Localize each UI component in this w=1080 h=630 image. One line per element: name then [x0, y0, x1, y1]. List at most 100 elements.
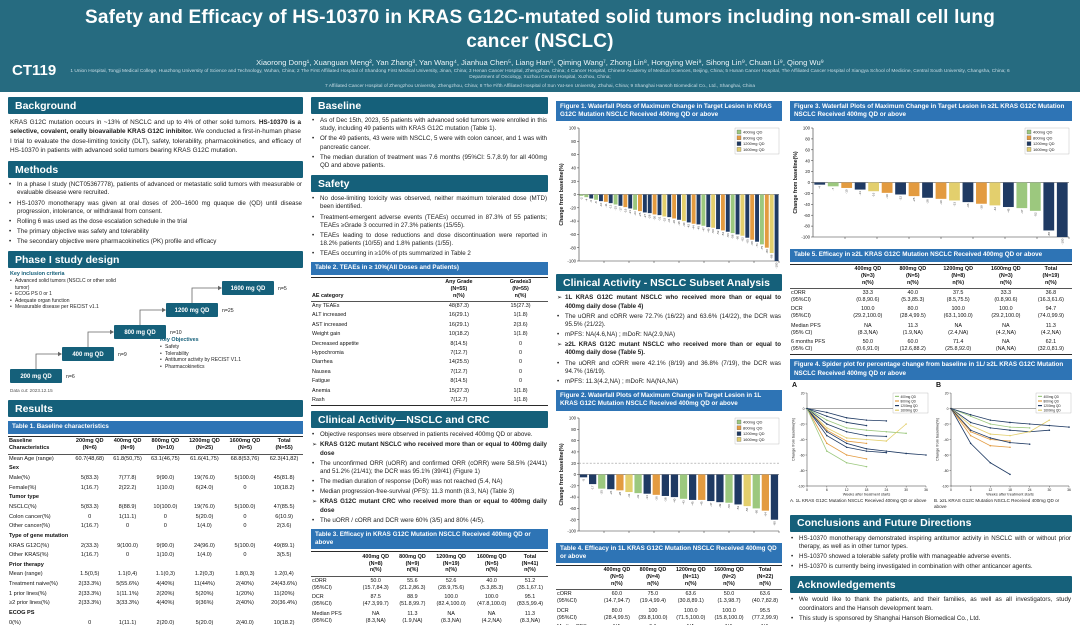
table-group-cell: Tumor type [9, 494, 40, 501]
table-cell: 0 [125, 523, 130, 530]
table2-title: Table 2. TEAEs in ≥ 10%(All Doses and Pa… [311, 262, 548, 275]
svg-text:20: 20 [945, 391, 949, 395]
table-cell: 0 [243, 523, 247, 530]
svg-text:-7: -7 [831, 188, 835, 191]
table-row: DCR (95%CI) 100.0 (29.2,100.0) 80.0 (28.4,… [790, 305, 1072, 321]
svg-text:Change from baseline(%): Change from baseline(%) [559, 443, 565, 506]
table-cell: 51.2 (35.1,67.1) [516, 577, 544, 591]
svg-text:20: 20 [805, 170, 810, 175]
inclusion-criteria: Key inclusion criteria • Advanced solid t… [10, 271, 118, 311]
table-cell: 1(16.7) [80, 552, 99, 559]
table-header-cell: 800mg QD (N=9) n(%) [394, 551, 431, 577]
list-item: • The uORR and cORR were 42.1% (8/19) and… [557, 359, 781, 375]
table-cell: 9(100.0) [117, 542, 138, 549]
table-cell: Treatment naive(%) [9, 581, 58, 588]
section-table3: Table 3. Efficacy in KRAS G12C Mutation … [311, 529, 548, 625]
table-cell: 2(33.3) [80, 542, 99, 549]
svg-text:400mg QD: 400mg QD [901, 395, 917, 399]
svg-text:-40: -40 [804, 202, 811, 207]
table-cell: 100.0 (47.8,100.0) [477, 594, 507, 608]
svg-text:-42: -42 [687, 224, 691, 229]
svg-text:-80: -80 [570, 246, 577, 251]
spider-svg-B: -100 -80 -60 -40 -20 0 20 0 6 12 18 24 30 36 Weeks aft… [936, 391, 1072, 496]
table-header-cell: Grade≥3 (N=55) n(%) [493, 277, 548, 302]
svg-text:100: 100 [569, 415, 577, 420]
table-cell: 1(1.8) [513, 396, 528, 403]
svg-text:-33: -33 [952, 202, 956, 207]
svg-text:800mg QD: 800mg QD [743, 425, 762, 430]
table-cell: 8(88.9) [118, 503, 137, 510]
svg-text:-13: -13 [858, 191, 862, 196]
table-cell: 5(20%) [195, 590, 214, 597]
table2: AE category Any Grade (N=55) n(%) Grade≥3 … [311, 276, 548, 407]
svg-text:80: 80 [571, 139, 576, 144]
table-cell: KRAS G12C(%) [9, 542, 50, 549]
list-item: • This study is sponsored by Shanghai Han… [791, 614, 981, 622]
table-row: Fatigue 8(14.5) 0 [311, 377, 548, 386]
table-row: AST increased 16(29.1) 2(3.6) [311, 321, 548, 330]
table-cell: 47(85.5) [273, 503, 295, 510]
table-cell: 6 months PFS (95% CI) [791, 339, 826, 353]
list-item: • The unconfirmed ORR (uORR) and confirme… [312, 459, 547, 475]
svg-text:-20: -20 [570, 206, 577, 211]
safety-bullets: • No dose-limiting toxicity was observed,… [311, 195, 548, 258]
list-item: • TEAEs leading to dose reductions and do… [312, 231, 547, 248]
table-cell: 10(18.2) [273, 484, 295, 491]
svg-text:-75: -75 [760, 246, 764, 251]
section-table2: Table 2. TEAEs in ≥ 10%(All Doses and Pa… [311, 262, 548, 407]
section-methods: Methods • In a phase I study (NCT05367778… [8, 161, 303, 246]
svg-text:400mg QD: 400mg QD [743, 419, 762, 424]
table-cell: Colon cancer(%) [9, 513, 51, 520]
table-cell: NA (8.3,NA) [365, 610, 386, 624]
svg-text:-44: -44 [692, 225, 696, 230]
poster-body: Background KRAS G12C mutation occurs in … [0, 92, 1080, 625]
list-item: • In a phase I study (NCT05367778), patie… [9, 181, 302, 197]
table-cell: 5(20.0) [195, 619, 214, 625]
table-cell: Anemia [312, 387, 331, 394]
section-header-results: Results [8, 400, 303, 418]
svg-text:-80: -80 [944, 469, 949, 473]
table-cell: 6(24.0) [195, 484, 214, 491]
figure3-waterfall-chart: -100 -80 -60 -40 -20 0 20 40 60 80 100 -4 -7 -10 -13 -1… [790, 123, 1072, 245]
table-cell: 55.6 (21.2,86.3) [399, 577, 426, 591]
table-row: ≥2 prior lines(%) 2(33.3%) 3(33.3%) 4(40%) 9… [8, 599, 303, 609]
dose-escalation-svg: 200 mg QD n=6 400 mg QD n=9 800 mg QD n=10 120… [10, 281, 287, 384]
list-item: • Measurable disease per RECIST v1.1 [10, 304, 99, 311]
section-acknowledgements: Acknowledgements • We would like to thank… [790, 576, 1072, 623]
table-cell: 80.0 (28.4,99.5) [899, 306, 926, 320]
table-group-cell: Sex [9, 465, 19, 472]
data-cut-label: Data cut: 2023.12.15 [10, 388, 53, 394]
svg-text:60: 60 [805, 148, 810, 153]
svg-text:-100: -100 [567, 528, 576, 533]
table-cell: 20(36.4%) [271, 600, 297, 607]
table-cell: 100.0 (29.2,100.0) [991, 306, 1021, 320]
background-text: KRAS G12C mutation occurs in ~13% of NSC… [10, 119, 301, 154]
svg-text:60: 60 [571, 438, 576, 443]
svg-text:n=9: n=9 [118, 352, 127, 358]
svg-text:80: 80 [805, 137, 810, 142]
table-header-cell: Total (N=55) [265, 436, 303, 455]
table-cell: Nausea [312, 368, 331, 375]
table-cell: NA (8.3,NA) [857, 322, 878, 336]
svg-text:-40: -40 [800, 438, 805, 442]
section-table5: Table 5. Efficacy in ≥2L KRAS G12C Mutat… [790, 249, 1072, 356]
table-row: Other KRAS(%) 1(16.7) 0 1(10.0) 1(4.0) 0 3(5.5… [8, 551, 303, 561]
table-cell: Other KRAS(%) [9, 552, 49, 559]
table-cell: 62.3(41,82) [269, 455, 299, 462]
section-figure2: Figure 2. Waterfall Plots of Maximum Cha… [556, 390, 782, 538]
table-cell: 60.0 (14.7,94.7) [603, 591, 630, 605]
table-cell: 60.7(48,68) [75, 455, 105, 462]
svg-text:-60: -60 [736, 236, 740, 241]
table-cell: Weight gain [312, 331, 341, 338]
table-cell: ≥2 prior lines(%) [9, 600, 50, 607]
table-row: Female(%) 1(16.7) 2(22.2) 1(10.0) 6(24.0) 0 10… [8, 484, 303, 494]
table-cell: 71.4 (25.8,92.0) [945, 339, 972, 353]
svg-text:-42: -42 [993, 207, 997, 212]
svg-text:-13: -13 [609, 205, 613, 210]
svg-text:-50: -50 [711, 229, 715, 234]
svg-text:-54: -54 [721, 232, 725, 237]
svg-text:40: 40 [571, 166, 576, 171]
svg-text:-6: -6 [589, 200, 593, 203]
table-cell: 68.8(53,76) [230, 455, 260, 462]
